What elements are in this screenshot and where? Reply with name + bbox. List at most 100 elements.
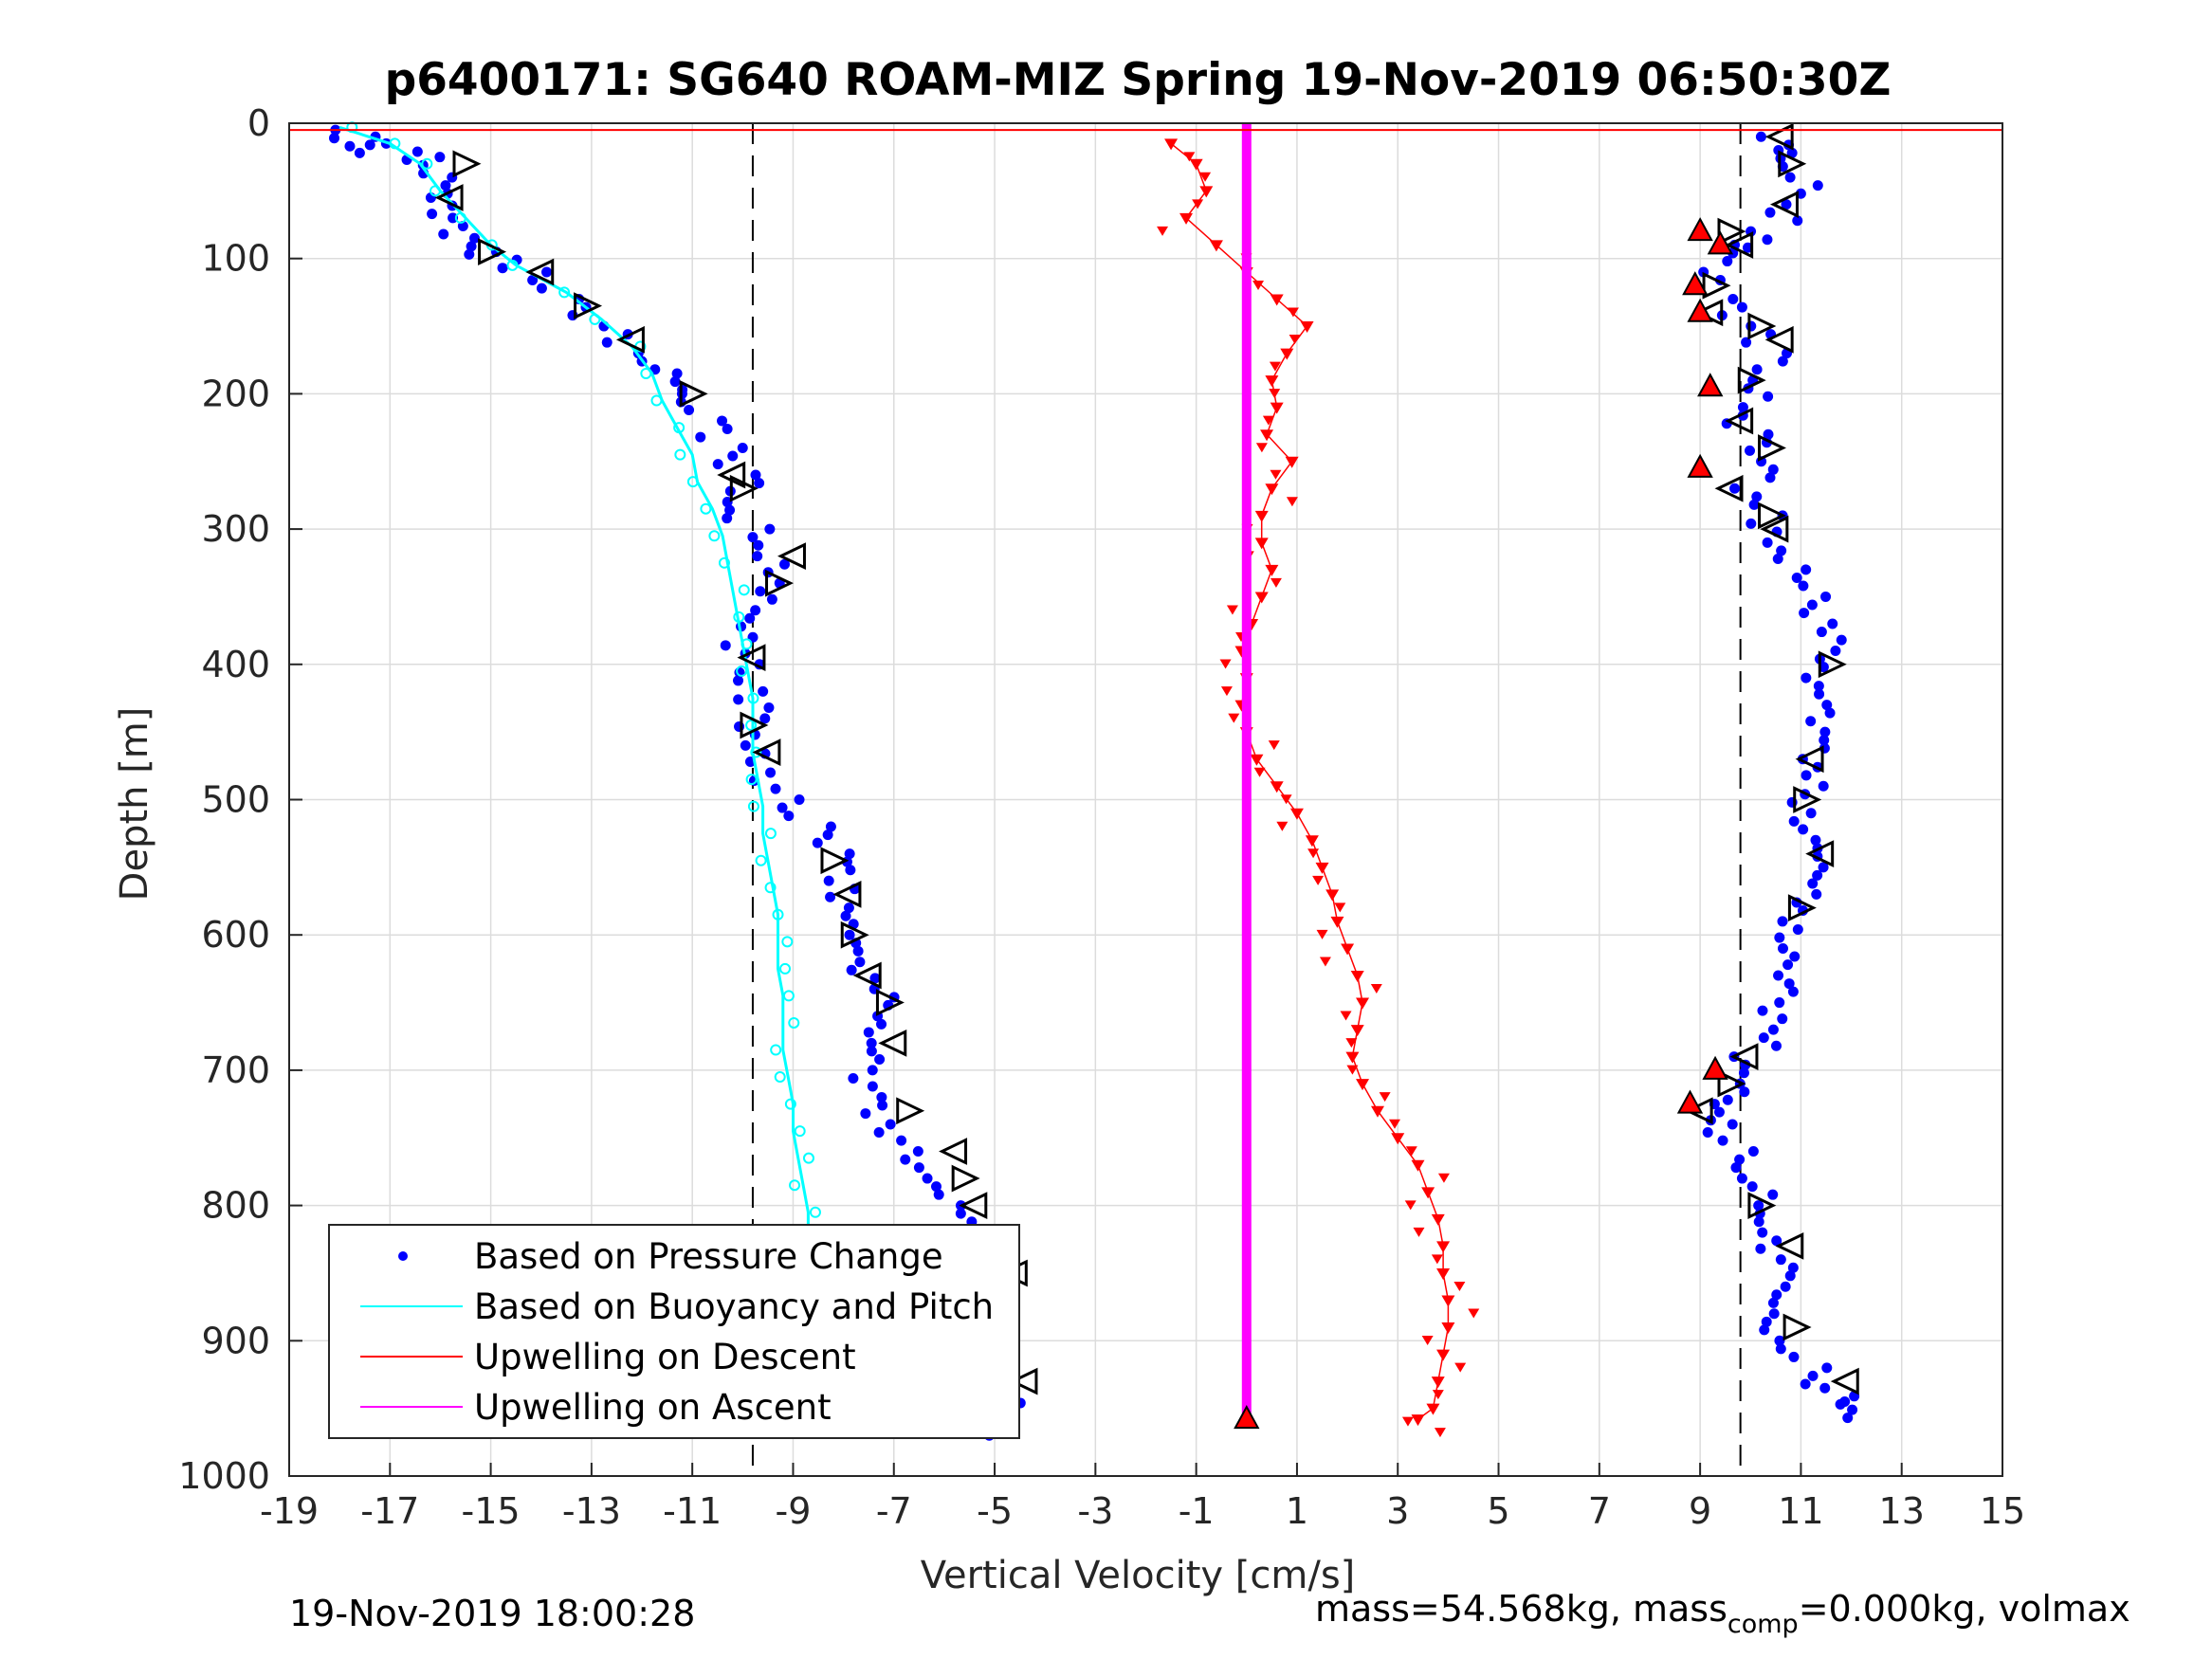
data-point <box>1289 808 1304 820</box>
data-point <box>794 794 805 805</box>
data-point <box>745 720 758 732</box>
data-point <box>1722 1094 1733 1105</box>
red-triangle-marker <box>1702 1055 1728 1080</box>
data-point <box>464 248 475 260</box>
data-point <box>750 469 761 481</box>
data-point <box>1805 808 1817 819</box>
footer-mass-subscript: comp <box>1728 1610 1799 1639</box>
data-point <box>1791 572 1802 583</box>
data-point <box>744 612 756 624</box>
data-point <box>931 1181 941 1193</box>
data-point <box>708 530 721 542</box>
data-point <box>1801 672 1812 684</box>
data-point <box>1821 700 1833 711</box>
data-point <box>1789 951 1801 962</box>
data-point <box>1746 518 1757 529</box>
data-point <box>848 1072 859 1084</box>
data-point <box>1821 1362 1833 1374</box>
data-point <box>601 337 612 348</box>
data-point <box>506 259 519 271</box>
data-point <box>1436 1241 1451 1253</box>
data-point <box>736 665 748 677</box>
data-point <box>1722 256 1733 267</box>
data-point <box>684 405 695 416</box>
data-point <box>1454 1362 1467 1373</box>
y-tick-label: 700 <box>201 1049 270 1091</box>
data-point <box>1810 834 1821 846</box>
data-point <box>873 1127 885 1139</box>
y-tick-label: 900 <box>201 1320 270 1361</box>
data-point <box>700 502 712 515</box>
data-point <box>1776 545 1787 556</box>
data-point <box>770 783 781 794</box>
data-point <box>778 558 790 570</box>
flight-marker <box>840 921 869 949</box>
data-point <box>1316 929 1328 939</box>
data-point <box>1805 716 1817 727</box>
data-point <box>863 1027 874 1038</box>
data-point <box>1199 186 1214 198</box>
data-point <box>750 605 761 616</box>
data-point <box>727 450 739 462</box>
data-point <box>822 830 833 841</box>
data-point <box>843 902 854 914</box>
data-point <box>753 539 764 551</box>
red-triangle-marker <box>1687 453 1713 478</box>
data-point <box>747 532 759 543</box>
data-point <box>1741 337 1752 348</box>
data-point <box>1812 869 1823 881</box>
data-point <box>454 211 466 224</box>
data-point <box>885 1119 896 1130</box>
data-point <box>686 476 699 488</box>
x-tick-label: 9 <box>1689 1490 1711 1532</box>
data-point <box>1411 1159 1425 1172</box>
data-point <box>1434 1428 1446 1438</box>
flight-marker <box>752 738 781 766</box>
red-triangle-marker <box>1682 271 1709 296</box>
data-point <box>912 1146 923 1158</box>
data-point <box>846 964 857 975</box>
flight-marker <box>1764 122 1794 151</box>
data-point <box>466 241 477 252</box>
red-triangle-marker <box>1697 373 1724 397</box>
data-point <box>1746 320 1757 332</box>
data-point <box>764 523 776 535</box>
data-point <box>750 746 762 758</box>
flight-marker <box>1758 434 1786 462</box>
data-point <box>497 263 508 274</box>
data-point <box>1432 1390 1444 1400</box>
data-point <box>1441 1322 1455 1335</box>
data-point <box>844 848 855 860</box>
data-point <box>1228 713 1240 723</box>
data-point <box>1818 862 1829 873</box>
data-point <box>1356 1079 1370 1091</box>
data-point <box>712 459 723 470</box>
data-point <box>720 640 731 651</box>
data-point <box>1798 824 1809 835</box>
data-point <box>1426 1403 1440 1415</box>
data-point <box>866 1037 877 1048</box>
flight-marker <box>1747 312 1777 340</box>
flight-marker <box>852 961 882 990</box>
x-tick-label: -5 <box>977 1490 1013 1532</box>
data-point <box>722 424 733 435</box>
flight-marker <box>878 1029 907 1057</box>
flight-marker <box>1717 1069 1746 1098</box>
data-point <box>1767 1024 1779 1035</box>
data-point <box>1747 1146 1759 1158</box>
data-point <box>1758 1032 1769 1044</box>
data-point <box>802 1152 814 1164</box>
data-point <box>1762 234 1773 246</box>
data-point <box>1421 1187 1435 1199</box>
data-point <box>1801 770 1812 781</box>
data-point <box>1755 1243 1766 1254</box>
data-point <box>650 394 663 407</box>
data-point <box>1254 538 1269 550</box>
flight-marker <box>1793 786 1822 813</box>
data-point <box>1751 491 1763 502</box>
data-point <box>1771 1289 1782 1301</box>
data-point <box>1820 591 1832 602</box>
data-point <box>1764 472 1776 483</box>
data-point <box>1370 984 1382 994</box>
